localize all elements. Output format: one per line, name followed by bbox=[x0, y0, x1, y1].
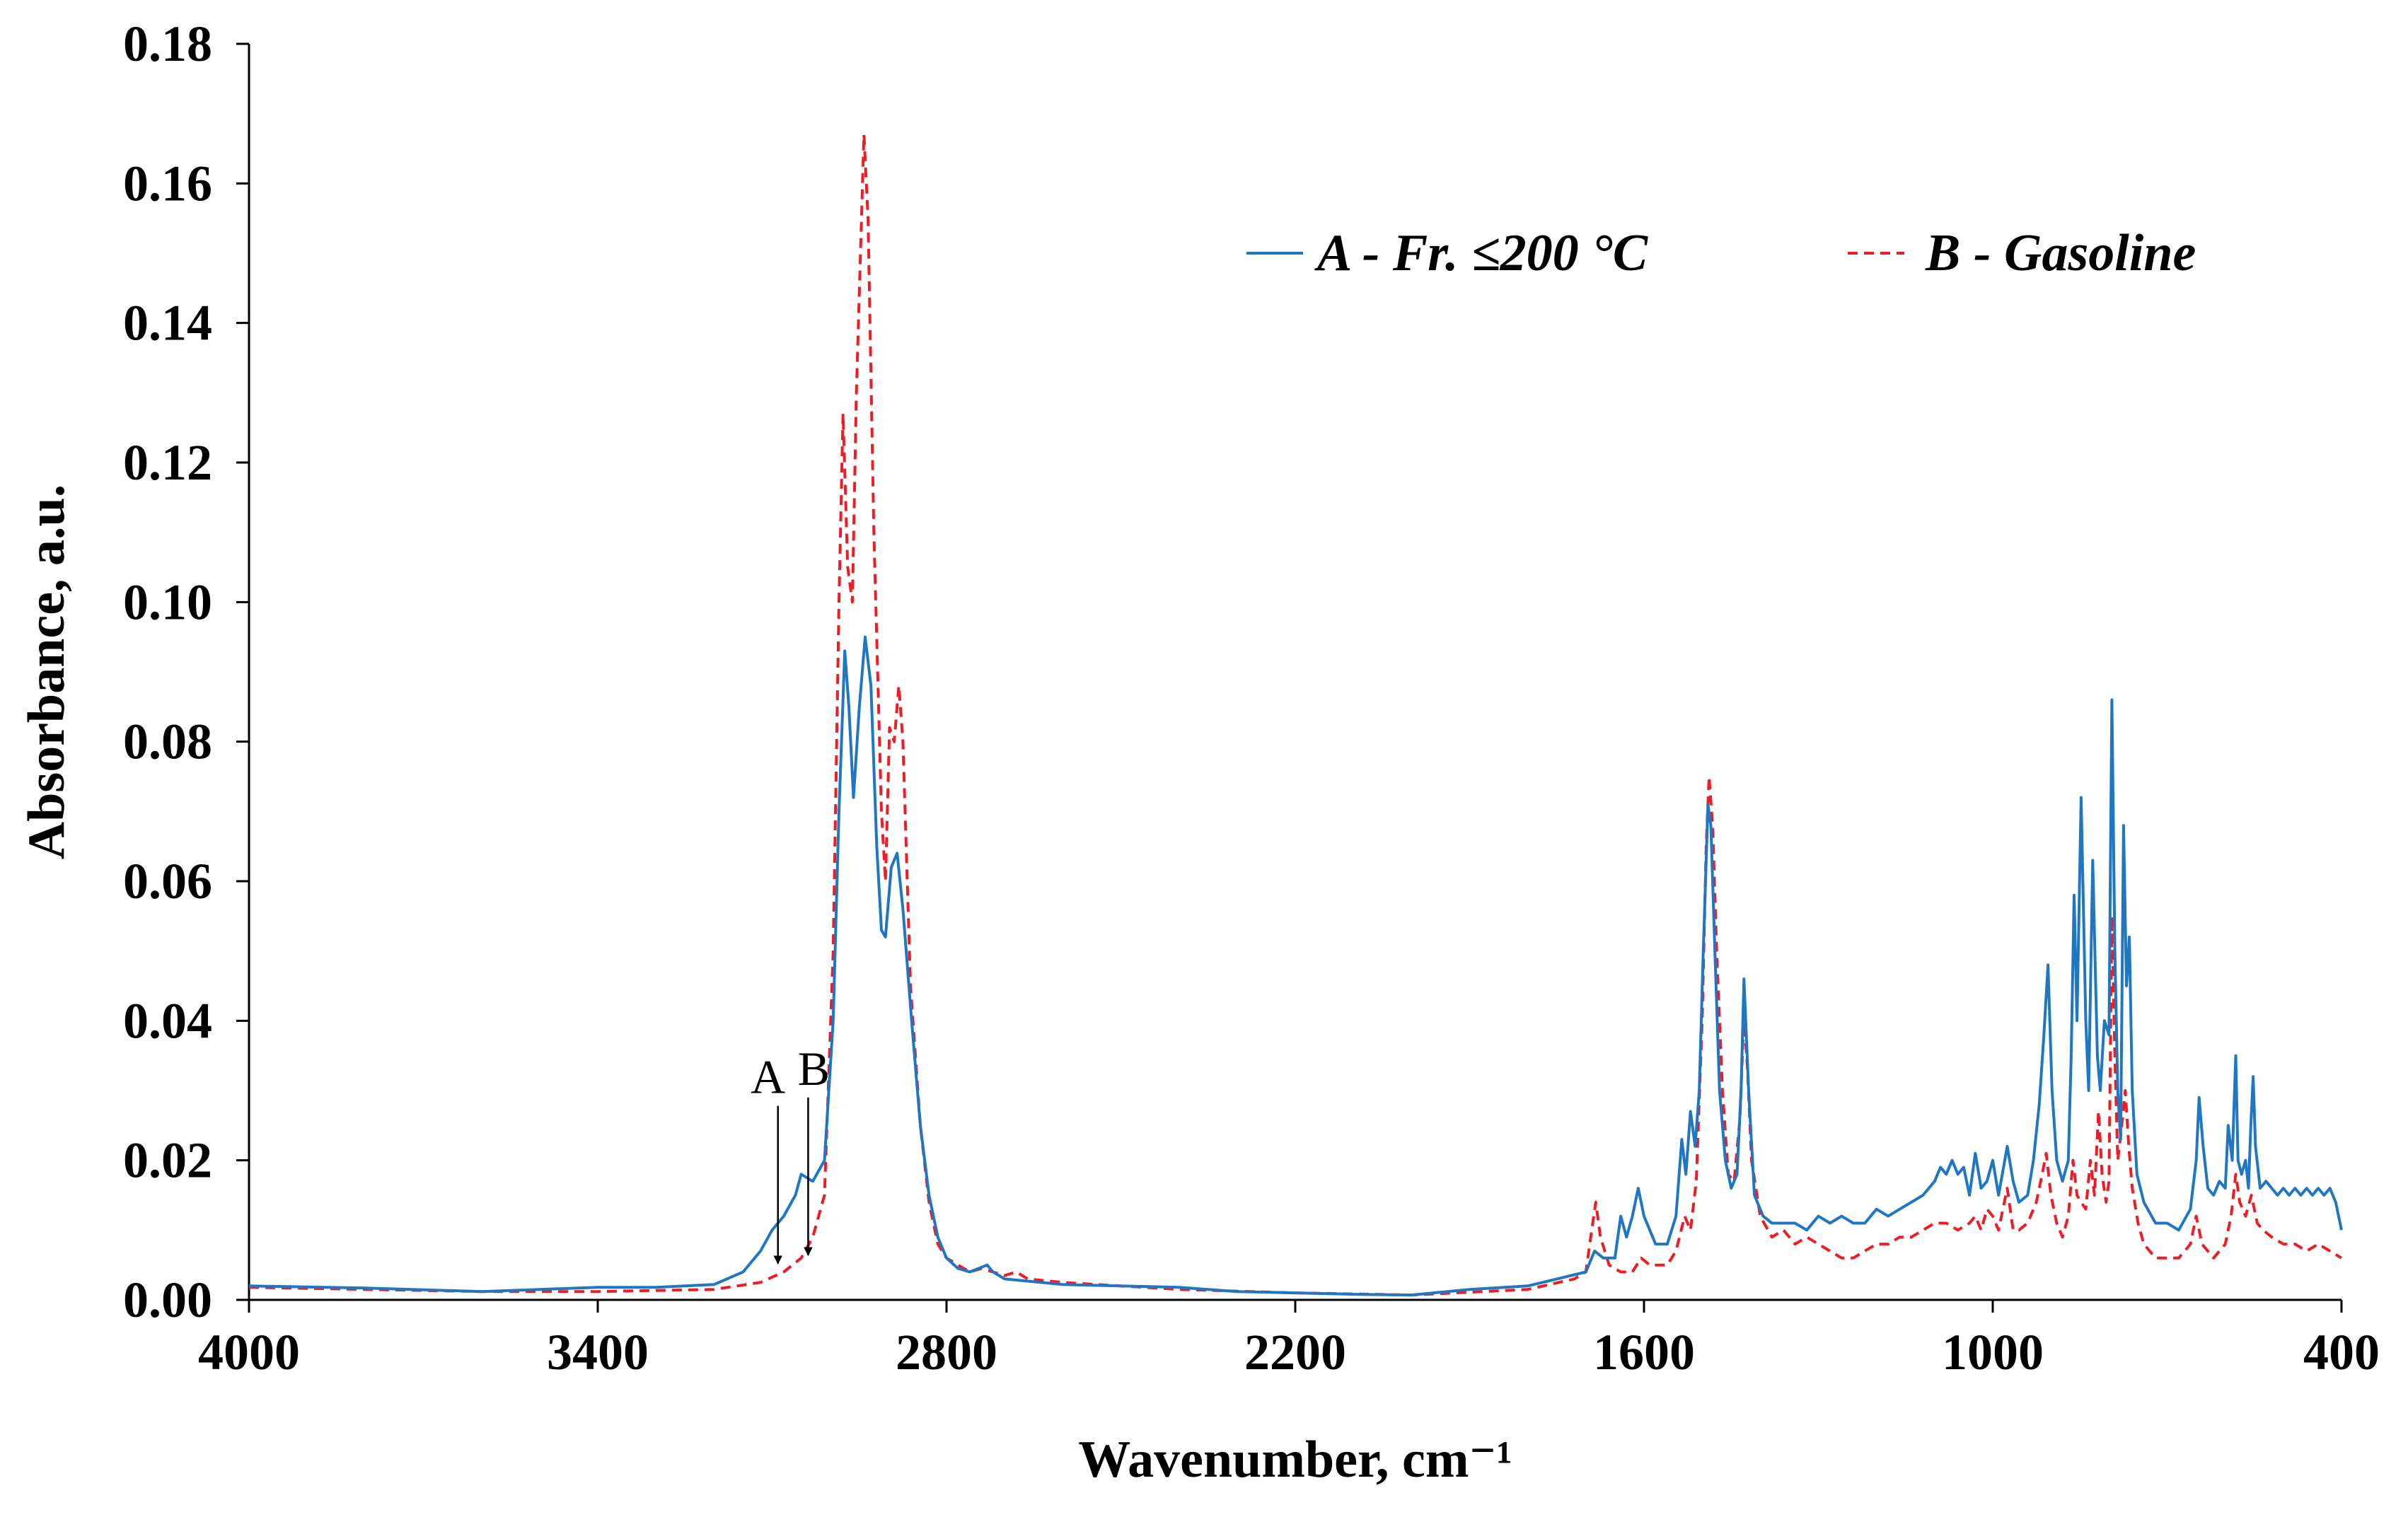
y-tick-label: 0.00 bbox=[123, 1272, 212, 1328]
y-tick-label: 0.06 bbox=[123, 853, 212, 909]
legend: A - Fr. ≤200 °C B - Gasoline bbox=[1246, 224, 2196, 282]
x-tick-label: 1000 bbox=[1942, 1324, 2044, 1381]
annotation-label-a: A bbox=[751, 1050, 785, 1104]
x-tick-label: 2200 bbox=[1244, 1324, 1346, 1381]
y-tick-label: 0.18 bbox=[123, 16, 212, 72]
annotation-label-b: B bbox=[798, 1042, 830, 1095]
y-tick-label: 0.02 bbox=[123, 1132, 212, 1189]
x-tick-label: 1600 bbox=[1593, 1324, 1695, 1381]
y-axis-title: Absorbance, a.u. bbox=[18, 484, 76, 859]
axes: 0.00 0.02 0.04 0.06 0.08 0.10 0.12 0.14 0.16 0.18… bbox=[123, 16, 2380, 1381]
series-layer bbox=[248, 133, 2343, 1297]
y-tick-label: 0.14 bbox=[123, 295, 212, 351]
series-line-b bbox=[248, 133, 2343, 1297]
y-tick-label: 0.08 bbox=[123, 714, 212, 770]
legend-label-series-a: A - Fr. ≤200 °C bbox=[1314, 224, 1649, 282]
legend-label-series-b: B - Gasoline bbox=[1925, 224, 2196, 282]
x-tick-label: 400 bbox=[2303, 1324, 2380, 1381]
series-line-a bbox=[248, 635, 2343, 1297]
x-axis-title: Wavenumber, cm⁻¹ bbox=[1078, 1431, 1512, 1489]
y-tick-label: 0.10 bbox=[123, 574, 212, 630]
x-tick-label: 3400 bbox=[547, 1324, 649, 1381]
x-tick-label: 4000 bbox=[198, 1324, 300, 1381]
x-tick-label: 2800 bbox=[896, 1324, 997, 1381]
y-tick-label: 0.04 bbox=[123, 992, 212, 1049]
y-tick-label: 0.12 bbox=[123, 434, 212, 491]
y-tick-label: 0.16 bbox=[123, 155, 212, 211]
